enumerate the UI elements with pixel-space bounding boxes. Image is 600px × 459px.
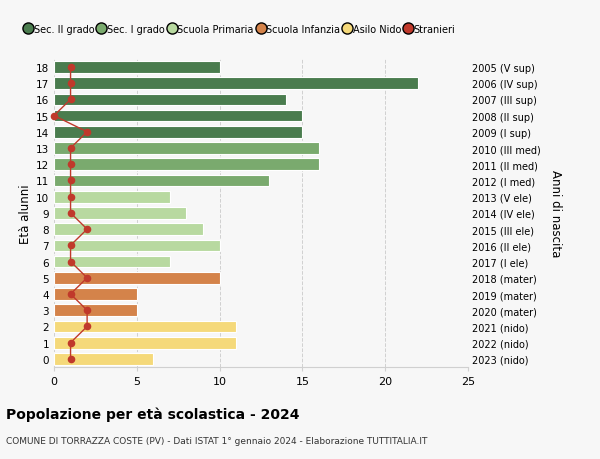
Y-axis label: Età alunni: Età alunni <box>19 184 32 243</box>
Point <box>66 291 76 298</box>
Point <box>66 194 76 201</box>
Point <box>66 355 76 363</box>
Point <box>66 177 76 185</box>
Bar <box>54 289 137 300</box>
Bar <box>54 62 220 73</box>
Bar <box>54 207 187 219</box>
Bar <box>54 224 203 235</box>
Point <box>82 274 92 282</box>
Point <box>66 96 76 104</box>
Legend: Sec. II grado, Sec. I grado, Scuola Primaria, Scuola Infanzia, Asilo Nido, Stran: Sec. II grado, Sec. I grado, Scuola Prim… <box>26 24 455 34</box>
Bar <box>54 305 137 316</box>
Point <box>66 242 76 250</box>
Point <box>66 80 76 88</box>
Bar <box>54 240 220 252</box>
Bar <box>54 321 236 333</box>
Y-axis label: Anni di nascita: Anni di nascita <box>549 170 562 257</box>
Point <box>66 145 76 152</box>
Bar <box>54 256 170 268</box>
Bar <box>54 175 269 187</box>
Text: COMUNE DI TORRAZZA COSTE (PV) - Dati ISTAT 1° gennaio 2024 - Elaborazione TUTTIT: COMUNE DI TORRAZZA COSTE (PV) - Dati IST… <box>6 436 427 445</box>
Point <box>66 339 76 347</box>
Bar <box>54 78 418 90</box>
Point <box>82 226 92 233</box>
Bar <box>54 272 220 284</box>
Bar <box>54 127 302 138</box>
Bar <box>54 143 319 155</box>
Text: Popolazione per età scolastica - 2024: Popolazione per età scolastica - 2024 <box>6 406 299 421</box>
Bar <box>54 94 286 106</box>
Bar <box>54 191 170 203</box>
Point <box>66 210 76 217</box>
Point <box>66 64 76 72</box>
Bar <box>54 159 319 171</box>
Point <box>66 258 76 266</box>
Point <box>49 112 59 120</box>
Bar <box>54 337 236 349</box>
Point <box>82 307 92 314</box>
Bar <box>54 111 302 122</box>
Point <box>66 161 76 168</box>
Bar <box>54 353 154 365</box>
Point <box>82 129 92 136</box>
Point <box>82 323 92 330</box>
